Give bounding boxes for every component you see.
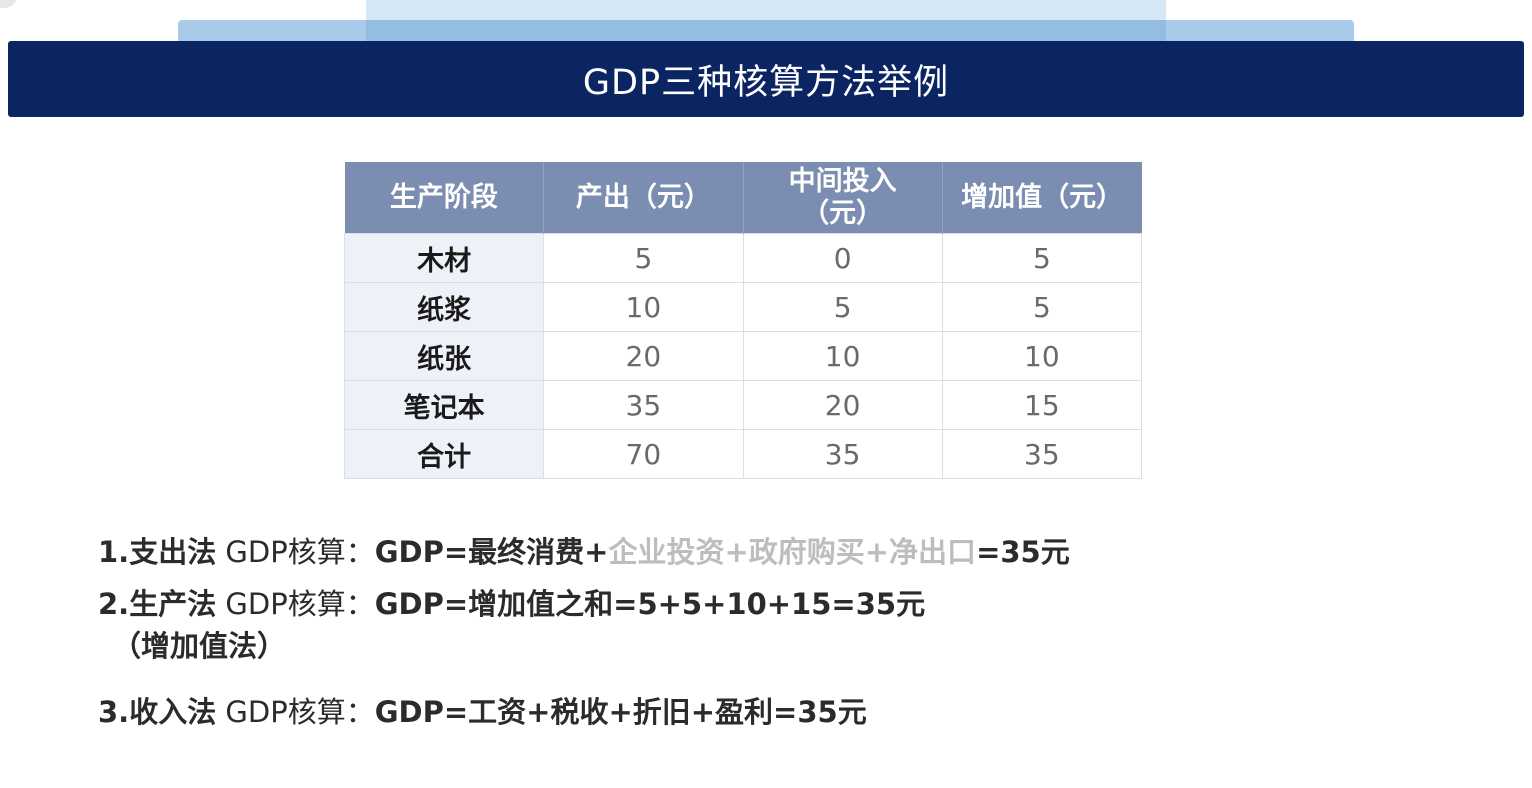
method-name: 3.收入法: [98, 695, 217, 729]
table-row: 纸张 20 10 10: [343, 331, 1143, 381]
stage-cell: 木材: [343, 233, 545, 283]
corner-decoration: [0, 0, 16, 8]
table-header-row: 生产阶段 产出（元） 中间投入 （元） 增加值（元）: [344, 162, 1142, 234]
method-income: 3.收入法 GDP核算：GDP=工资+税收+折旧+盈利=35元: [98, 692, 867, 732]
table-row-total: 合计 70 35 35: [343, 429, 1143, 479]
value-added-cell: 5: [941, 282, 1143, 332]
col-header-input: 中间投入 （元）: [743, 162, 943, 234]
table-row: 木材 5 0 5: [343, 233, 1143, 283]
method-name: 2.生产法: [98, 587, 217, 621]
formula-result: =35元: [976, 535, 1070, 569]
col-header-output: 产出（元）: [543, 162, 744, 234]
method-name: 1.支出法: [98, 535, 217, 569]
title-banner: GDP三种核算方法举例: [8, 41, 1524, 117]
stage-cell: 纸浆: [343, 282, 545, 332]
stage-cell: 纸张: [343, 331, 545, 381]
method-label: GDP核算：: [216, 587, 375, 621]
col-header-stage: 生产阶段: [344, 162, 545, 234]
output-cell: 5: [543, 233, 744, 283]
method-label: GDP核算：: [216, 535, 375, 569]
method-expenditure: 1.支出法 GDP核算：GDP=最终消费+企业投资+政府购买+净出口=35元: [98, 532, 1070, 572]
table-row: 笔记本 35 20 15: [343, 380, 1143, 430]
output-cell: 20: [543, 331, 744, 381]
gdp-table: 生产阶段 产出（元） 中间投入 （元） 增加值（元） 木材 5 0 5 纸浆 1…: [343, 162, 1143, 479]
method-label: GDP核算：: [216, 695, 375, 729]
input-cell: 20: [742, 380, 943, 430]
value-added-cell: 10: [941, 331, 1143, 381]
stage-cell: 合计: [343, 429, 545, 479]
page-title: GDP三种核算方法举例: [582, 62, 950, 103]
formula-main: GDP=最终消费+: [374, 535, 609, 569]
output-cell: 35: [543, 380, 744, 430]
output-cell: 10: [543, 282, 744, 332]
value-added-cell: 5: [941, 233, 1143, 283]
stage-cell: 笔记本: [343, 380, 545, 430]
formula-main: GDP=工资+税收+折旧+盈利=35元: [374, 695, 867, 729]
input-cell: 10: [742, 331, 943, 381]
input-cell: 0: [742, 233, 943, 283]
value-added-cell: 15: [941, 380, 1143, 430]
formula-muted: 企业投资+政府购买+净出口: [608, 535, 977, 569]
table-row: 纸浆 10 5 5: [343, 282, 1143, 332]
method-production: 2.生产法 GDP核算：GDP=增加值之和=5+5+10+15=35元: [98, 584, 925, 624]
formula-main: GDP=增加值之和=5+5+10+15=35元: [374, 587, 926, 621]
col-header-value-added: 增加值（元）: [942, 162, 1142, 234]
method-production-subname: （增加值法）: [112, 629, 287, 663]
input-cell: 5: [742, 282, 943, 332]
header-decoration-mid: [366, 20, 1166, 44]
value-added-cell: 35: [941, 429, 1143, 479]
output-cell: 70: [543, 429, 744, 479]
input-cell: 35: [742, 429, 943, 479]
